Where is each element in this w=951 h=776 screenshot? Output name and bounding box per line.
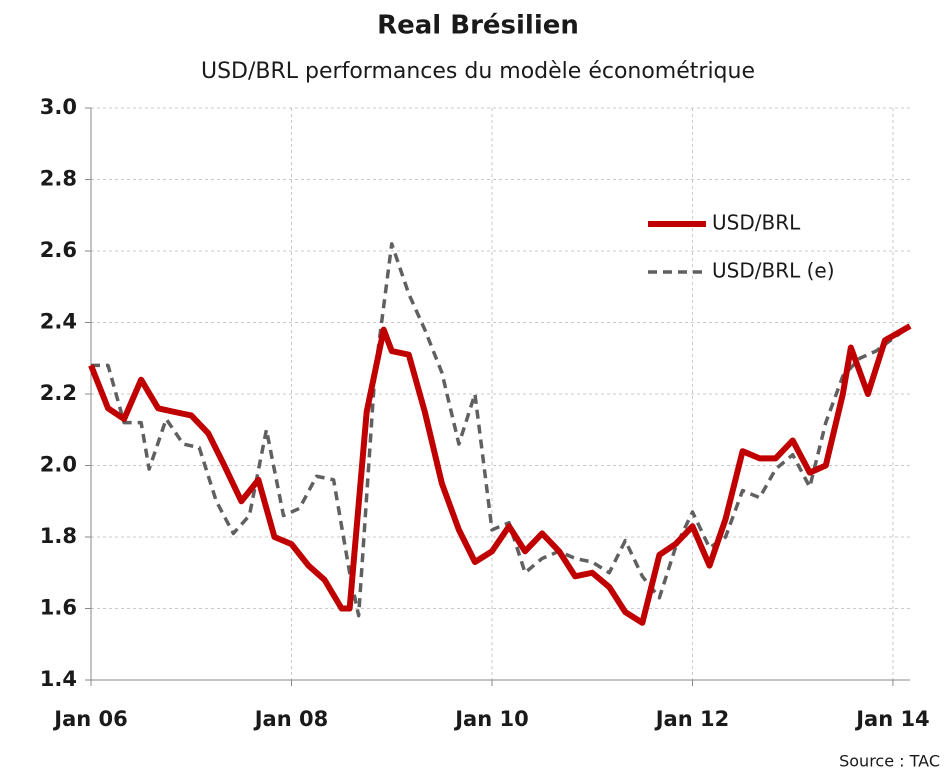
legend-label: USD/BRL (e) [712,259,835,283]
y-tick-label: 1.8 [40,524,77,548]
y-tick-label: 2.6 [40,238,77,262]
y-tick-label: 2.8 [40,167,77,191]
y-tick-label: 1.4 [40,667,77,691]
x-tick-label: Jan 14 [854,707,929,731]
chart-subtitle: USD/BRL performances du modèle économétr… [201,59,755,84]
x-tick-label: Jan 06 [52,707,127,731]
x-tick-label: Jan 10 [453,707,528,731]
y-tick-label: 3.0 [40,95,77,119]
series-line [88,323,912,626]
series-line [91,242,912,618]
x-tick-label: Jan 08 [253,707,328,731]
y-tick-label: 1.6 [40,596,77,620]
legend-label: USD/BRL [712,211,801,235]
source-note: Source : TAC [839,752,940,771]
y-tick-label: 2.2 [40,381,77,405]
y-tick-label: 2.4 [40,310,77,334]
chart-title: Real Brésilien [377,11,579,41]
x-tick-label: Jan 12 [654,707,729,731]
y-tick-label: 2.0 [40,453,77,477]
